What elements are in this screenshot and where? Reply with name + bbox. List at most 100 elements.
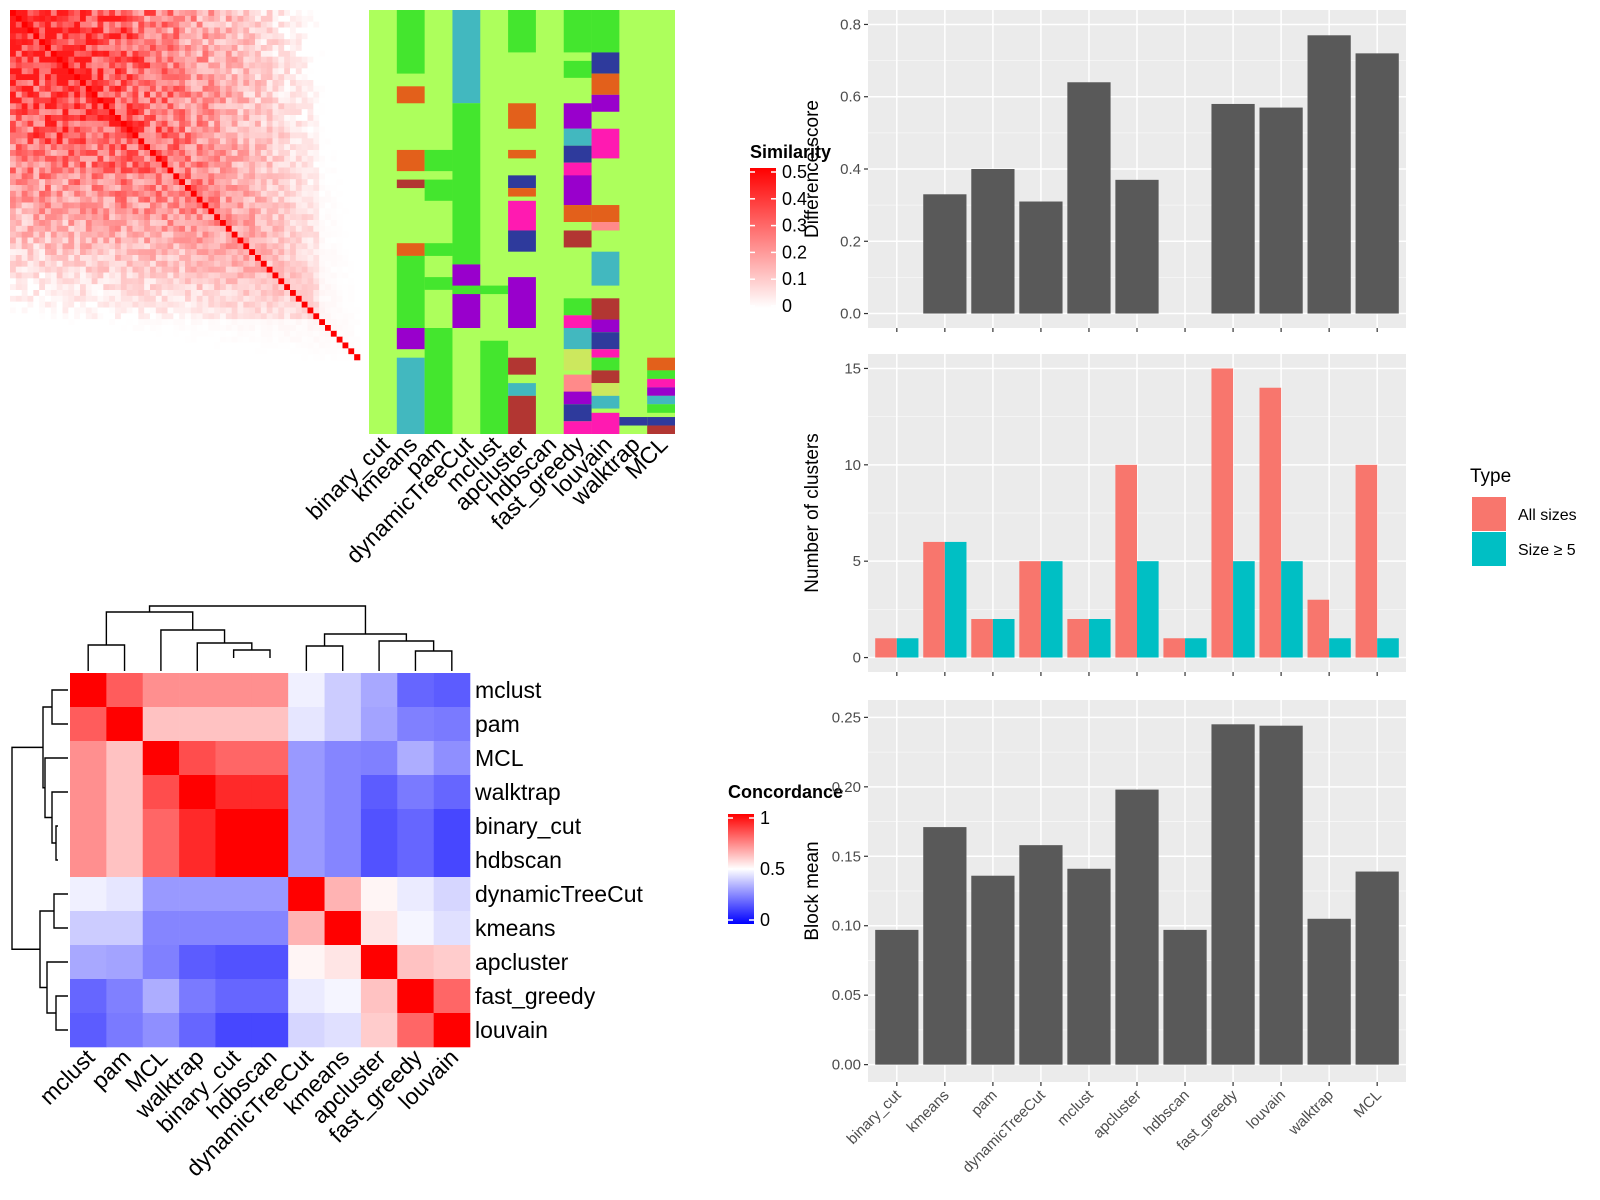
similarity-cell: [91, 342, 98, 349]
similarity-cell: [138, 10, 145, 17]
similarity-cell: [62, 74, 69, 81]
similarity-cell: [237, 255, 244, 262]
similarity-cell: [196, 266, 203, 273]
similarity-cell: [80, 325, 87, 332]
similarity-cell: [150, 80, 157, 87]
similarity-cell: [348, 243, 355, 250]
concordance-row-label: dynamicTreeCut: [475, 881, 643, 907]
similarity-cell: [313, 185, 320, 192]
similarity-cell: [319, 91, 326, 98]
similarity-cell: [220, 220, 227, 227]
similarity-cell: [278, 255, 285, 262]
similarity-cell: [115, 243, 122, 250]
similarity-cell: [319, 284, 326, 291]
similarity-cell: [284, 266, 291, 273]
similarity-cell: [208, 126, 215, 133]
similarity-cell: [190, 348, 197, 355]
concordance-cell: [433, 809, 471, 844]
similarity-cell: [237, 10, 244, 17]
similarity-cell: [190, 336, 197, 343]
similarity-cell: [150, 10, 157, 17]
similarity-cell: [74, 167, 81, 174]
similarity-cell: [173, 231, 180, 238]
bar-all-sizes: [971, 619, 993, 658]
concordance-cell: [215, 979, 253, 1014]
similarity-cell: [220, 103, 227, 110]
similarity-cell: [190, 173, 197, 180]
similarity-cell: [255, 284, 262, 291]
similarity-cell: [255, 56, 262, 63]
similarity-cell: [330, 249, 337, 256]
similarity-cell: [319, 15, 326, 22]
similarity-cell: [313, 354, 320, 361]
similarity-cell: [126, 138, 133, 145]
similarity-cell: [266, 120, 273, 127]
similarity-cell: [190, 330, 197, 337]
similarity-cell: [15, 225, 22, 232]
similarity-cell: [249, 231, 256, 238]
similarity-cell: [85, 15, 92, 22]
bar: [1307, 918, 1351, 1065]
similarity-cell: [144, 220, 151, 227]
similarity-cell: [80, 115, 87, 122]
similarity-cell: [144, 354, 151, 361]
similarity-cell: [115, 56, 122, 63]
similarity-cell: [249, 348, 256, 355]
similarity-cell: [225, 249, 232, 256]
class-segment: [619, 417, 648, 426]
similarity-cell: [266, 255, 273, 262]
similarity-cell: [39, 342, 46, 349]
similarity-cell: [15, 15, 22, 22]
similarity-cell: [103, 266, 110, 273]
similarity-cell: [330, 243, 337, 250]
similarity-cell: [185, 202, 192, 209]
similarity-cell: [336, 109, 343, 116]
similarity-cell: [336, 255, 343, 262]
similarity-cell: [243, 243, 250, 250]
similarity-cell: [202, 348, 209, 355]
similarity-cell: [284, 301, 291, 308]
similarity-cell: [97, 50, 104, 57]
similarity-cell: [167, 62, 174, 69]
similarity-cell: [278, 284, 285, 291]
similarity-cell: [103, 62, 110, 69]
similarity-cell: [45, 115, 52, 122]
concordance-row-label: hdbscan: [475, 847, 562, 873]
similarity-cell: [80, 150, 87, 157]
similarity-cell: [155, 62, 162, 69]
similarity-cell: [260, 150, 267, 157]
similarity-cell: [27, 74, 34, 81]
class-segment: [591, 395, 620, 409]
similarity-cell: [155, 295, 162, 302]
similarity-cell: [15, 132, 22, 139]
similarity-cell: [225, 138, 232, 145]
concordance-cell: [70, 911, 107, 946]
similarity-cell: [190, 319, 197, 326]
similarity-cell: [325, 255, 332, 262]
similarity-cell: [295, 167, 302, 174]
similarity-cell: [243, 103, 250, 110]
similarity-cell: [319, 325, 326, 332]
similarity-cell: [214, 150, 221, 157]
similarity-cell: [109, 220, 116, 227]
similarity-cell: [249, 214, 256, 221]
similarity-cell: [278, 68, 285, 75]
similarity-cell: [21, 80, 28, 87]
similarity-cell: [97, 313, 104, 320]
similarity-cell: [15, 319, 22, 326]
similarity-cell: [161, 202, 168, 209]
similarity-cell: [260, 243, 267, 250]
similarity-cell: [284, 138, 291, 145]
similarity-cell: [266, 179, 273, 186]
similarity-cell: [27, 132, 34, 139]
similarity-cell: [138, 336, 145, 343]
similarity-cell: [307, 190, 314, 197]
similarity-cell: [62, 231, 69, 238]
similarity-cell: [290, 290, 297, 297]
similarity-cell: [45, 295, 52, 302]
similarity-cell: [179, 109, 186, 116]
similarity-cell: [150, 319, 157, 326]
similarity-cell: [220, 336, 227, 343]
similarity-cell: [85, 62, 92, 69]
similarity-cell: [278, 185, 285, 192]
